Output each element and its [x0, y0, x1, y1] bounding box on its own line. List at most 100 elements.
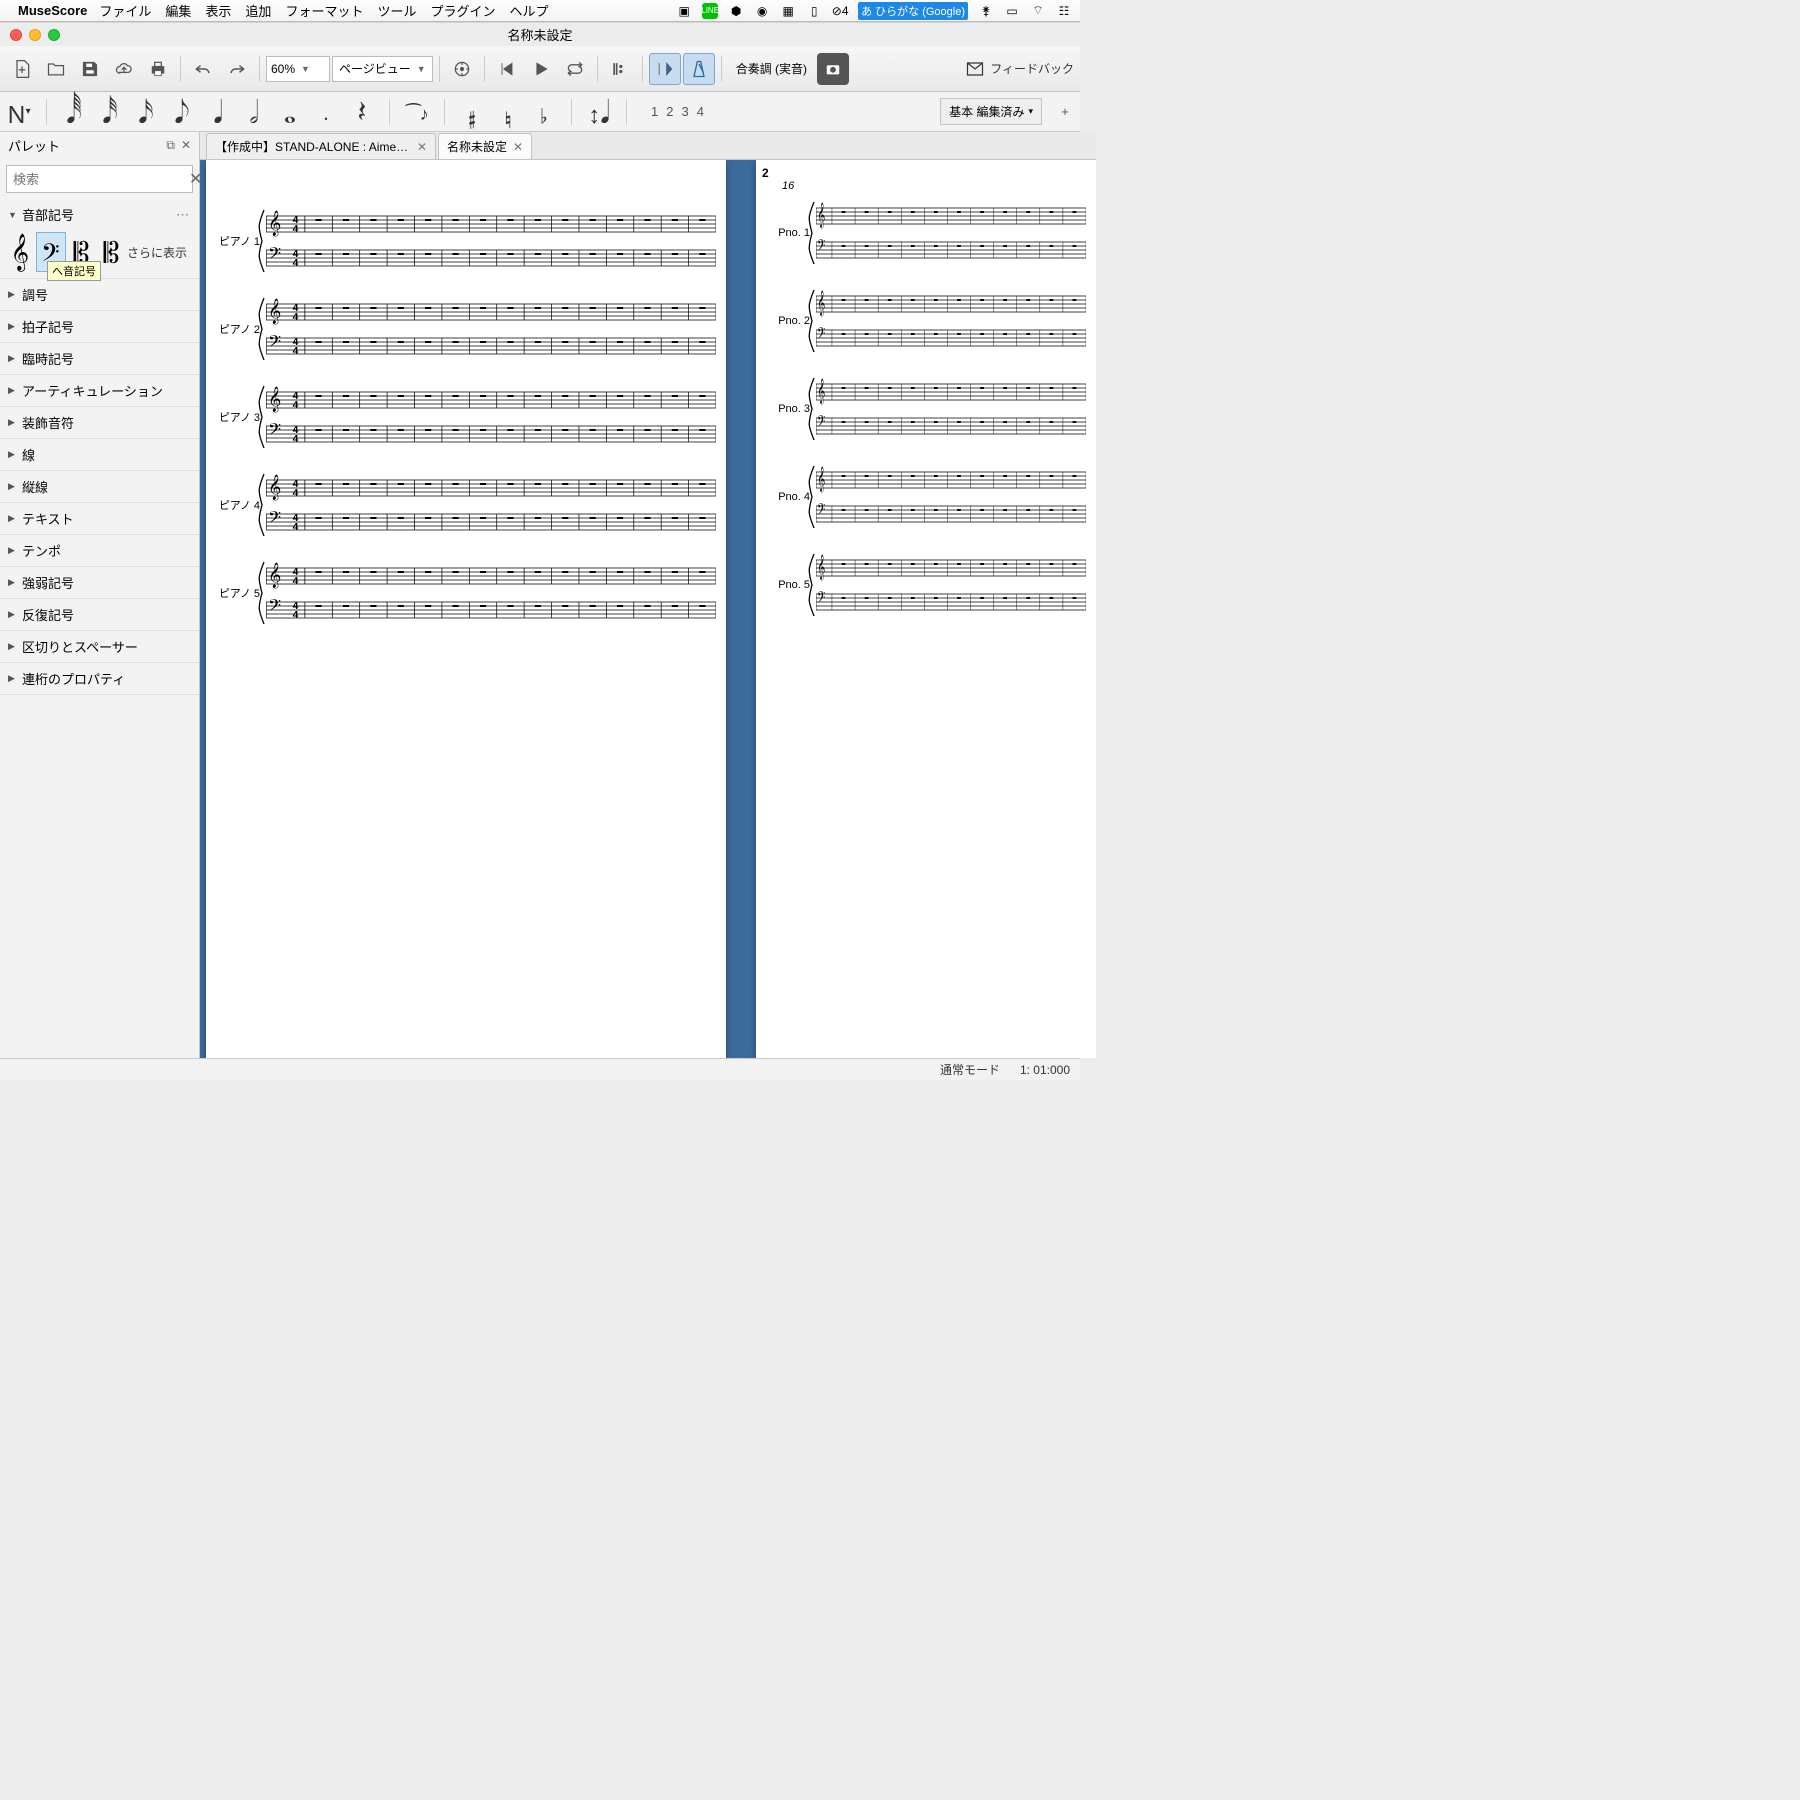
battery-icon[interactable]: ▭ — [1004, 3, 1020, 19]
palette-close-icon[interactable]: ✕ — [181, 138, 191, 153]
rewind-button[interactable] — [491, 53, 523, 85]
palette-section[interactable]: ▶テキスト — [0, 503, 199, 534]
duration-64th-button[interactable]: 𝅘𝅥𝅱 — [61, 96, 87, 128]
natural-button[interactable]: ♮ — [495, 96, 521, 128]
cloud-button[interactable] — [108, 53, 140, 85]
control-center-icon[interactable]: ☷ — [1056, 3, 1072, 19]
voice-3-button[interactable]: 3 — [681, 104, 688, 119]
svg-text:𝄢: 𝄢 — [268, 421, 281, 443]
status-bar: 通常モード 1: 01:000 — [0, 1058, 1080, 1080]
play-button[interactable] — [525, 53, 557, 85]
camera-button[interactable] — [817, 53, 849, 85]
tray-square-icon[interactable]: ▦ — [780, 3, 796, 19]
loop-button[interactable] — [559, 53, 591, 85]
open-button[interactable] — [40, 53, 72, 85]
ime-indicator[interactable]: あひらがな (Google) — [858, 2, 968, 20]
score-page-2[interactable]: 2 16 Pno. 1𝄞𝄢Pno. 2𝄞𝄢Pno. 3𝄞𝄢Pno. 4𝄞𝄢Pno… — [756, 160, 1096, 1058]
doc-tab-2[interactable]: 名称未設定✕ — [438, 133, 532, 159]
tray-line-icon[interactable]: LINE — [702, 3, 718, 19]
clefs-more-link[interactable]: さらに表示 — [127, 244, 193, 261]
pan-toggle-button[interactable] — [649, 53, 681, 85]
menu-tools[interactable]: ツール — [377, 1, 416, 20]
clef-treble[interactable]: 𝄞 — [6, 232, 36, 272]
feedback-button[interactable]: フィードバック — [966, 60, 1074, 78]
workspace-select[interactable]: 基本 編集済み▾ — [940, 98, 1042, 125]
voice-1-button[interactable]: 1 — [651, 104, 658, 119]
section-more-icon[interactable]: ⋯ — [176, 207, 191, 223]
svg-text:𝄢: 𝄢 — [268, 509, 281, 531]
menu-view[interactable]: 表示 — [205, 1, 231, 20]
palette-section[interactable]: ▶アーティキュレーション — [0, 375, 199, 406]
status-position: 1: 01:000 — [1020, 1063, 1070, 1077]
menu-edit[interactable]: 編集 — [165, 1, 191, 20]
tray-circle-icon[interactable]: ◉ — [754, 3, 770, 19]
sharp-button[interactable]: ♯ — [459, 96, 485, 128]
repeat-toggle-button[interactable] — [604, 53, 636, 85]
palette-section[interactable]: ▶縦線 — [0, 471, 199, 502]
voice-2-button[interactable]: 2 — [666, 104, 673, 119]
score-viewport[interactable]: ピアノ 1𝄞44𝄢44ピアノ 2𝄞44𝄢44ピアノ 3𝄞44𝄢44ピアノ 4𝄞4… — [200, 160, 1096, 1058]
palette-section[interactable]: ▶強弱記号 — [0, 567, 199, 598]
menu-help[interactable]: ヘルプ — [509, 1, 548, 20]
palette-section[interactable]: ▶反復記号 — [0, 599, 199, 630]
palette-section[interactable]: ▶装飾音符 — [0, 407, 199, 438]
duration-8th-button[interactable]: 𝅘𝅥𝅮 — [169, 96, 195, 128]
concert-pitch-button[interactable]: 合奏調 (実音) — [728, 60, 815, 77]
palette-section[interactable]: ▶連桁のプロパティ — [0, 663, 199, 694]
tray-hex-icon[interactable]: ⬢ — [728, 3, 744, 19]
svg-text:𝄞: 𝄞 — [817, 378, 825, 404]
palette-section[interactable]: ▶線 — [0, 439, 199, 470]
tray-clock-icon[interactable]: ⊘4 — [832, 3, 848, 19]
duration-half-button[interactable]: 𝅗𝅥 — [241, 96, 267, 128]
duration-16th-button[interactable]: 𝅘𝅥𝅯 — [133, 96, 159, 128]
menu-format[interactable]: フォーマット — [285, 1, 363, 20]
clef-bass[interactable]: 𝄢 へ音記号 — [36, 232, 66, 272]
close-tab-icon[interactable]: ✕ — [513, 140, 523, 154]
duration-32nd-button[interactable]: 𝅘𝅥𝅰 — [97, 96, 123, 128]
undo-button[interactable] — [187, 53, 219, 85]
note-input-mode-button[interactable]: N▾ — [6, 96, 32, 128]
score-area: 【作成中】STAND-ALONE : Aimer _ 卒ライ✕ 名称未設定✕ ピ… — [200, 132, 1096, 1058]
duration-whole-button[interactable]: 𝅝 — [277, 96, 303, 128]
palette-search[interactable]: ✕ — [6, 165, 193, 193]
palette-section-clefs[interactable]: ▼音部記号 ⋯ — [0, 199, 199, 230]
palette-title: パレット — [8, 136, 60, 155]
menu-plugin[interactable]: プラグイン — [430, 1, 495, 20]
layout-mode-select[interactable]: ページビュー▼ — [332, 56, 433, 82]
app-name[interactable]: MuseScore — [18, 3, 87, 18]
doc-tab-1[interactable]: 【作成中】STAND-ALONE : Aimer _ 卒ライ✕ — [206, 133, 436, 159]
metronome-button[interactable] — [683, 53, 715, 85]
svg-text:𝄞: 𝄞 — [817, 554, 825, 580]
add-workspace-button[interactable]: + — [1056, 104, 1074, 119]
close-tab-icon[interactable]: ✕ — [417, 140, 427, 154]
palette-undock-icon[interactable]: ⧉ — [166, 138, 175, 153]
score-page-1[interactable]: ピアノ 1𝄞44𝄢44ピアノ 2𝄞44𝄢44ピアノ 3𝄞44𝄢44ピアノ 4𝄞4… — [206, 160, 726, 1058]
dot-button[interactable]: . — [313, 96, 339, 128]
palette-section[interactable]: ▶臨時記号 — [0, 343, 199, 374]
save-button[interactable] — [74, 53, 106, 85]
menu-add[interactable]: 追加 — [245, 1, 271, 20]
svg-text:4: 4 — [293, 522, 299, 533]
zoom-select[interactable]: 60%▼ — [266, 56, 330, 82]
palette-section[interactable]: ▶テンポ — [0, 535, 199, 566]
palette-section[interactable]: ▶調号 — [0, 279, 199, 310]
palette-search-input[interactable] — [13, 172, 189, 187]
tray-doc-icon[interactable]: ▯ — [806, 3, 822, 19]
menu-file[interactable]: ファイル — [99, 1, 151, 20]
new-score-button[interactable] — [6, 53, 38, 85]
redo-button[interactable] — [221, 53, 253, 85]
tie-button[interactable]: ⁀♪ — [404, 96, 430, 128]
mixer-button[interactable] — [446, 53, 478, 85]
flat-button[interactable]: ♭ — [531, 96, 557, 128]
rest-button[interactable]: 𝄽 — [349, 96, 375, 128]
svg-text:𝄢: 𝄢 — [268, 597, 281, 619]
palette-section[interactable]: ▶拍子記号 — [0, 311, 199, 342]
bluetooth-icon[interactable]: ⚵ — [978, 3, 994, 19]
duration-quarter-button[interactable]: 𝅘𝅥 — [205, 96, 231, 128]
wifi-icon[interactable]: ⌔ — [1030, 3, 1046, 19]
voice-4-button[interactable]: 4 — [697, 104, 704, 119]
palette-section[interactable]: ▶区切りとスペーサー — [0, 631, 199, 662]
tray-camera-icon[interactable]: ▣ — [676, 3, 692, 19]
flip-button[interactable]: ↕𝅘𝅥 — [586, 96, 612, 128]
print-button[interactable] — [142, 53, 174, 85]
